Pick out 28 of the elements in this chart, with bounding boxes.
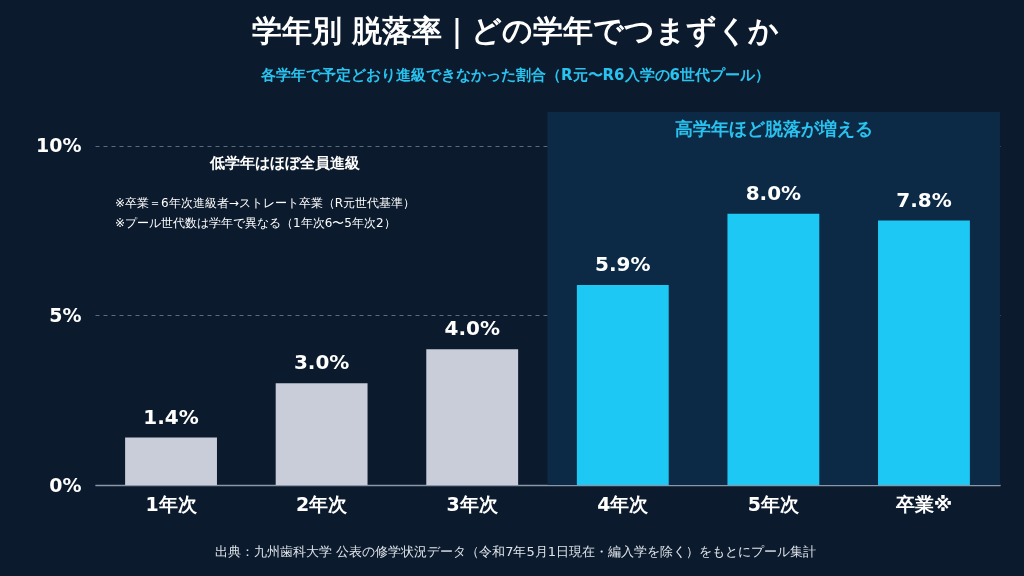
data-label: 3.0% [293,350,350,375]
bar [275,383,368,485]
bar [576,284,669,485]
bar [878,220,970,485]
x-tick-label: 4年次 [597,492,650,515]
band-label: 高学年ほど脱落が増える [674,118,873,139]
x-tick-label: 3年次 [446,492,499,515]
chart-subtitle: 各学年で予定どおり進級できなかった割合（R元〜R6入学の6世代プール） [260,66,770,84]
y-tick-label: 0% [49,473,82,496]
x-tick-label: 1年次 [145,492,198,515]
x-tick-label: 5年次 [747,492,800,515]
x-tick-label: 卒業※ [894,492,953,515]
data-label: 8.0% [745,180,802,205]
annotation: ※プール世代数は学年で異なる（1年次6〜5年次2） [115,216,396,230]
y-tick-label: 10% [36,134,82,157]
x-tick-label: 2年次 [296,492,349,515]
chart-title: 学年別 脱落率｜どの学年でつまずくか [251,13,780,50]
source-note: 出典：九州歯科大学 公表の修学状況データ（令和7年5月1日現在・編入学を除く）をもとにプール集計 [215,544,816,559]
data-label: 1.4% [143,404,199,429]
annotation: ※卒業＝6年次進級者→ストレート卒業（R元世代基準） [115,196,416,210]
bar [426,349,519,485]
y-tick-label: 5% [49,303,82,326]
data-label: 5.9% [595,251,651,276]
data-label: 4.0% [444,316,500,341]
bar [125,437,217,485]
bar [727,213,820,485]
data-label: 7.8% [896,187,952,212]
annotation: 低学年はほぼ全員進級 [209,154,361,172]
